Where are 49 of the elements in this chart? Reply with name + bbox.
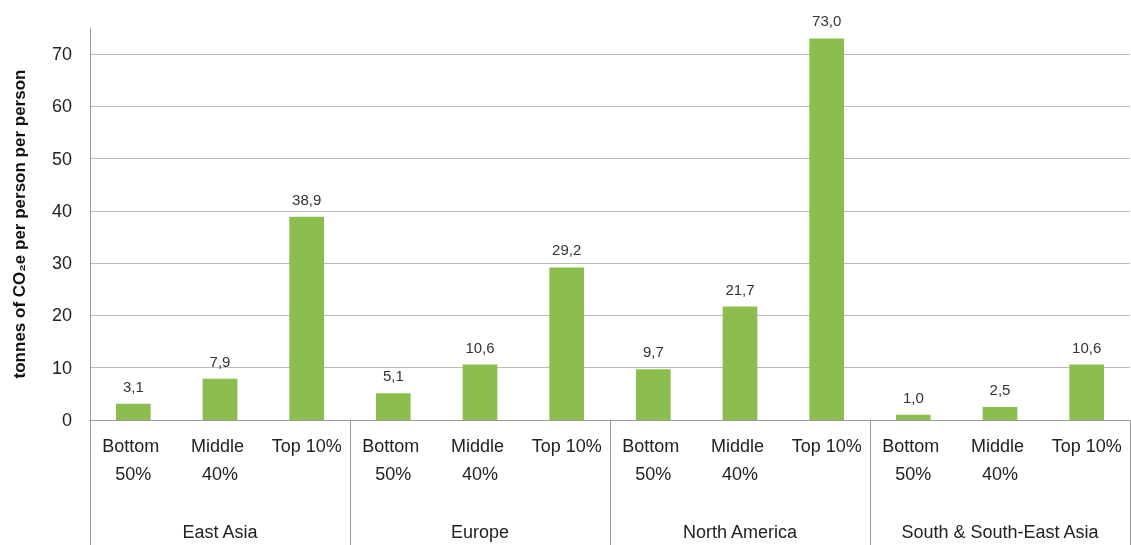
bar: [289, 216, 324, 420]
bar: [376, 393, 411, 420]
text: Europe: [450, 522, 510, 542]
bar: [636, 369, 671, 420]
data-label: 21,7: [725, 280, 755, 298]
x-tick-label: Bottom 50%: [102, 436, 165, 484]
x-tick-label: Top 10%: [271, 436, 342, 456]
y-tick-label: 10: [51, 357, 72, 378]
y-tick-label: 0: [61, 410, 72, 430]
bar: [982, 406, 1018, 420]
x-tick-label: Middle 40%: [710, 436, 770, 484]
bar: [722, 306, 758, 420]
bar: [896, 414, 931, 420]
x-tick-label: Bottom 50%: [362, 436, 425, 484]
x-tick-label: Top 10%: [531, 436, 602, 456]
y-tick-label: 50: [51, 148, 72, 169]
data-label: 5,1: [382, 367, 404, 385]
data-label: 3,1: [122, 377, 144, 395]
y-tick-label: 20: [51, 305, 72, 326]
y-axis-title: tonnes of CO₂e per person per person: [10, 69, 29, 379]
data-label: 73,0: [812, 12, 842, 30]
y-tick-label: 40: [51, 200, 72, 221]
text: East Asia: [182, 522, 259, 542]
x-tick-label: Top 10%: [1051, 436, 1122, 456]
data-label: 10,6: [465, 338, 495, 356]
data-label: 1,0: [902, 388, 924, 406]
x-tick-label: Middle 40%: [190, 436, 250, 484]
data-label: 7,9: [209, 352, 231, 370]
data-label: 38,9: [292, 190, 322, 208]
x-tick-label: Middle 40%: [450, 436, 510, 484]
text: South & South-East Asia: [901, 522, 1100, 542]
x-tick-label: Bottom 50%: [882, 436, 945, 484]
x-tick-label: Bottom 50%: [622, 436, 685, 484]
y-tick-label: 60: [51, 96, 72, 117]
bar: [202, 378, 238, 420]
bar: [462, 364, 498, 420]
data-label: 2,5: [989, 380, 1011, 398]
x-tick-label: Top 10%: [791, 436, 862, 456]
data-label: 10,6: [1072, 338, 1102, 356]
y-tick-label: 30: [51, 253, 72, 274]
x-tick-label: Middle 40%: [970, 436, 1030, 484]
data-label: 9,7: [642, 343, 664, 361]
y-tick-label: 70: [51, 44, 72, 65]
bar: [809, 38, 844, 420]
text: North America: [682, 522, 798, 542]
bar: [1069, 364, 1104, 420]
bar: [116, 403, 151, 420]
bar: [549, 267, 584, 420]
data-label: 29,2: [552, 241, 582, 259]
